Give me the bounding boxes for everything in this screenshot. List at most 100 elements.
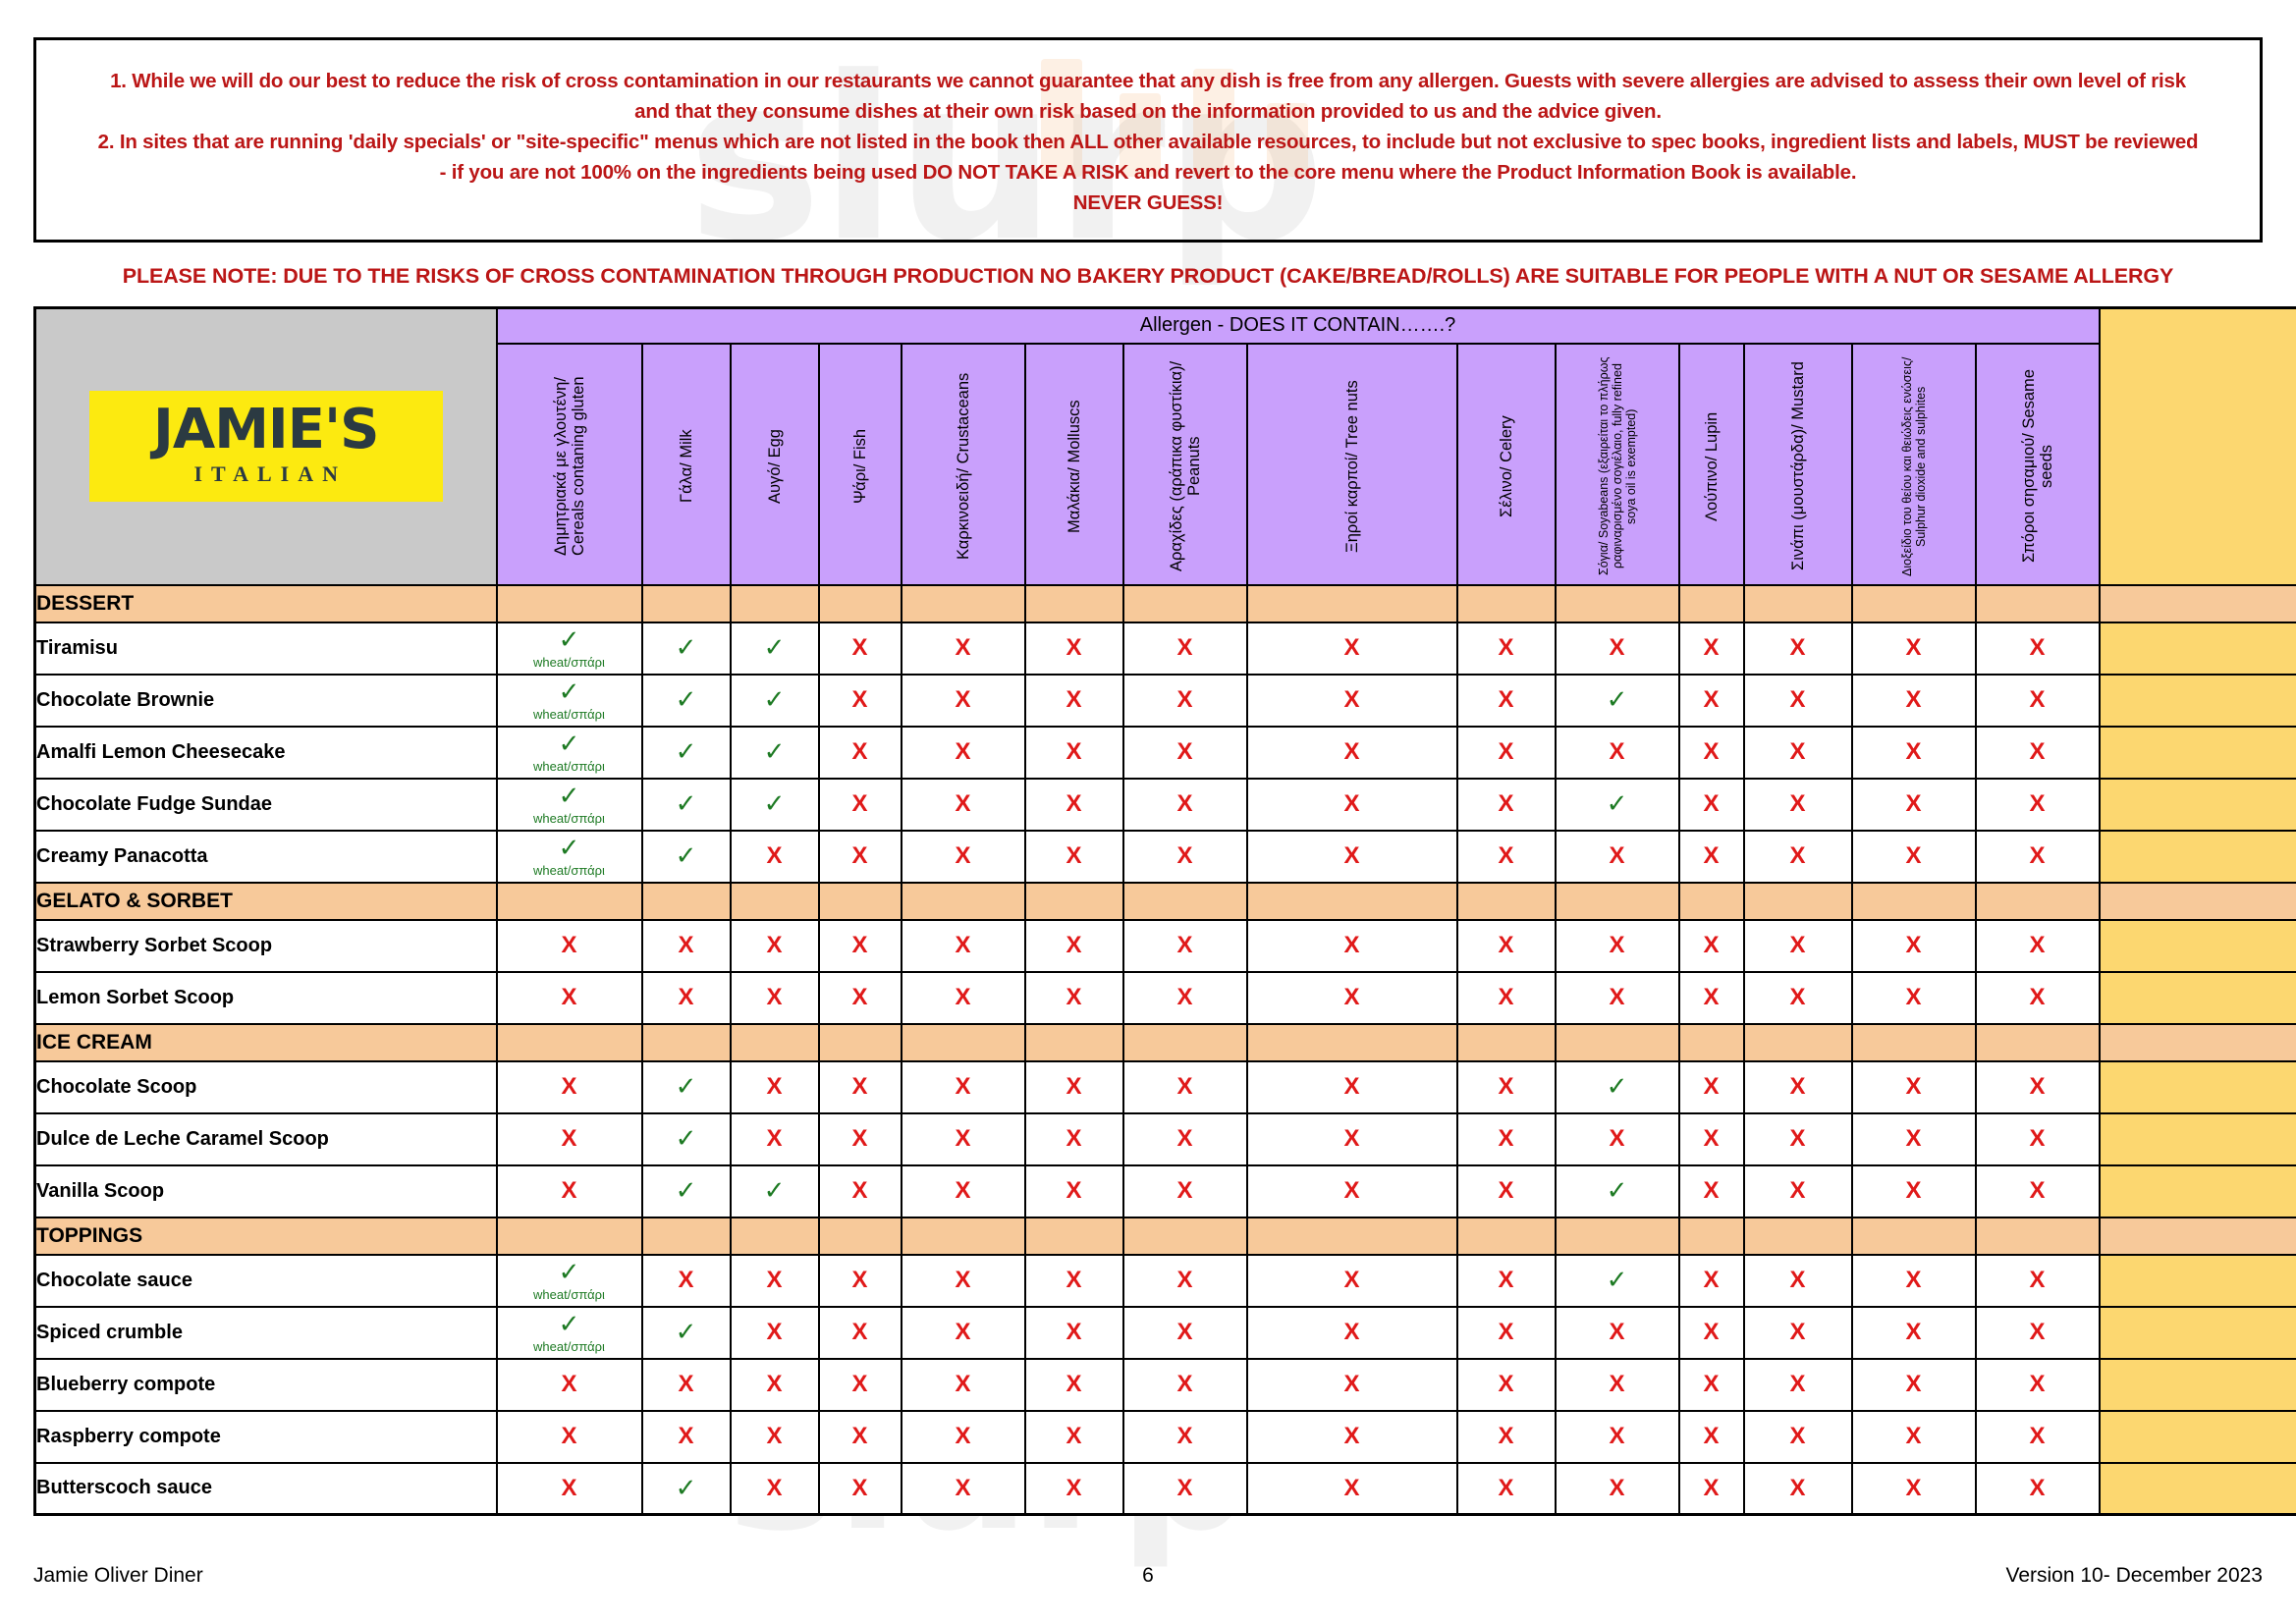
cross-icon: X — [1498, 1177, 1514, 1204]
allergen-table: JAMIE'S ITALIAN Allergen - DOES IT CONTA… — [33, 306, 2296, 1516]
section-filler-cell — [729, 1216, 820, 1256]
allergen-col-header-9: Σόγια/ Soyabeans (εξαιρείται το πλήρως ρ… — [1554, 342, 1680, 586]
tick-icon: ✓ — [558, 676, 580, 707]
allergen-cell: X — [1974, 1461, 2101, 1516]
allergen-cell: X — [1554, 1357, 1680, 1412]
cross-icon: X — [1905, 1125, 1922, 1152]
allergen-col-header-label: Μαλάκια/ Molluscs — [1065, 399, 1083, 533]
allergen-cell: X — [1121, 1305, 1248, 1360]
allergen-cell: X — [1974, 673, 2101, 728]
page-footer: Jamie Oliver Diner 6 Version 10- Decembe… — [33, 1564, 2263, 1588]
tick-icon: ✓ — [1606, 685, 1628, 715]
menu-item-name: Tiramisu — [33, 621, 498, 676]
section-filler-cell — [2098, 1022, 2296, 1062]
cross-icon: X — [1905, 932, 1922, 958]
menu-item-name: Spiced crumble — [33, 1305, 498, 1360]
allergen-cell: X — [1245, 1111, 1458, 1166]
cross-icon: X — [1176, 842, 1193, 869]
cross-icon: X — [1703, 738, 1720, 765]
gluten-subnote: wheat/σπάρι — [533, 706, 605, 722]
allergen-cell: X — [1677, 829, 1745, 884]
section-filler-cell — [495, 881, 643, 921]
allergen-cell: X — [817, 1461, 902, 1516]
cross-icon: X — [1609, 1125, 1625, 1152]
allergen-cell: ✓ — [729, 621, 820, 676]
cross-icon: X — [1066, 1319, 1082, 1345]
cross-icon: X — [955, 842, 971, 869]
allergen-col-header-label: Αυγό/ Egg — [765, 428, 784, 504]
allergen-cell: X — [1742, 1409, 1853, 1464]
notes-cell — [2098, 1305, 2296, 1360]
allergen-cell: X — [1121, 1163, 1248, 1218]
cross-icon: X — [1343, 1177, 1360, 1204]
allergen-cell: X — [640, 970, 732, 1025]
section-title: GELATO & SORBET — [33, 881, 498, 921]
allergen-cell: ✓ — [729, 725, 820, 780]
section-filler-cell — [1742, 881, 1853, 921]
allergen-cell: X — [1121, 621, 1248, 676]
allergen-cell: X — [1742, 970, 1853, 1025]
cross-icon: X — [1789, 1073, 1806, 1100]
allergen-cell: X — [1121, 1357, 1248, 1412]
cross-icon: X — [2029, 842, 2046, 869]
allergen-col-header-1: Γάλα/ Milk — [640, 342, 732, 586]
allergen-cell: X — [1742, 829, 1853, 884]
table-head: JAMIE'S ITALIAN Allergen - DOES IT CONTA… — [33, 306, 2296, 586]
notes-cell — [2098, 1111, 2296, 1166]
cross-icon: X — [2029, 738, 2046, 765]
cross-icon: X — [851, 984, 868, 1010]
gluten-subnote: wheat/σπάρι — [533, 810, 605, 826]
allergen-cell: X — [1974, 777, 2101, 832]
allergen-cell: X — [1677, 673, 1745, 728]
cross-icon: X — [2029, 1125, 2046, 1152]
disclaimer-line-5: NEVER GUESS! — [1072, 191, 1224, 214]
allergen-cell: ✓ — [640, 1461, 732, 1516]
tick-icon: ✓ — [558, 781, 580, 811]
allergen-cell: X — [1974, 1059, 2101, 1114]
tick-icon: ✓ — [763, 737, 786, 767]
allergen-cell: X — [1245, 1305, 1458, 1360]
allergen-cell: X — [817, 829, 902, 884]
cross-icon: X — [1609, 1319, 1625, 1345]
section-filler-cell — [900, 1216, 1026, 1256]
cross-icon: X — [1789, 686, 1806, 713]
cross-icon: X — [2029, 1474, 2046, 1501]
cross-icon: X — [1176, 1319, 1193, 1345]
allergen-cell: X — [1245, 777, 1458, 832]
allergen-cell: X — [1850, 1059, 1977, 1114]
footer-page-number: 6 — [1142, 1564, 1154, 1587]
section-filler-cell — [1455, 1216, 1557, 1256]
footer-left: Jamie Oliver Diner — [33, 1564, 203, 1587]
section-filler-cell — [495, 1022, 643, 1062]
allergen-cell: X — [1455, 673, 1557, 728]
cross-icon: X — [766, 984, 783, 1010]
gluten-subnote: wheat/σπάρι — [533, 1338, 605, 1354]
cross-icon: X — [955, 984, 971, 1010]
allergen-cell: X — [729, 1461, 820, 1516]
section-filler-cell — [2098, 881, 2296, 921]
allergen-cell: ✓ — [640, 673, 732, 728]
allergen-cell: X — [640, 1253, 732, 1308]
cross-icon: X — [1066, 790, 1082, 817]
allergen-cell: X — [1245, 1409, 1458, 1464]
allergen-cell: X — [1245, 1357, 1458, 1412]
allergen-cell: X — [900, 1059, 1026, 1114]
section-title: ICE CREAM — [33, 1022, 498, 1062]
section-filler-cell — [817, 1022, 902, 1062]
allergen-cell: X — [1850, 1357, 1977, 1412]
allergen-col-header-12: Διοξείδιο του θείου και θειώδεις ενώσεις… — [1850, 342, 1977, 586]
allergen-cell: X — [1554, 918, 1680, 973]
allergen-cell: ✓ — [640, 777, 732, 832]
cross-icon: X — [561, 984, 577, 1010]
cross-icon: X — [1789, 984, 1806, 1010]
allergen-col-header-2: Αυγό/ Egg — [729, 342, 820, 586]
allergen-cell: ✓ wheat/σπάρι — [495, 1305, 643, 1360]
table-row: Amalfi Lemon Cheesecake ✓ wheat/σπάρι ✓ ✓ X X X… — [33, 725, 2296, 780]
allergen-cell: X — [1455, 1357, 1557, 1412]
cross-icon: X — [2029, 686, 2046, 713]
cross-icon: X — [766, 1371, 783, 1397]
allergen-cell: X — [1677, 970, 1745, 1025]
allergen-cell: X — [900, 1461, 1026, 1516]
allergen-cell: X — [1023, 1305, 1124, 1360]
cross-icon: X — [1498, 932, 1514, 958]
